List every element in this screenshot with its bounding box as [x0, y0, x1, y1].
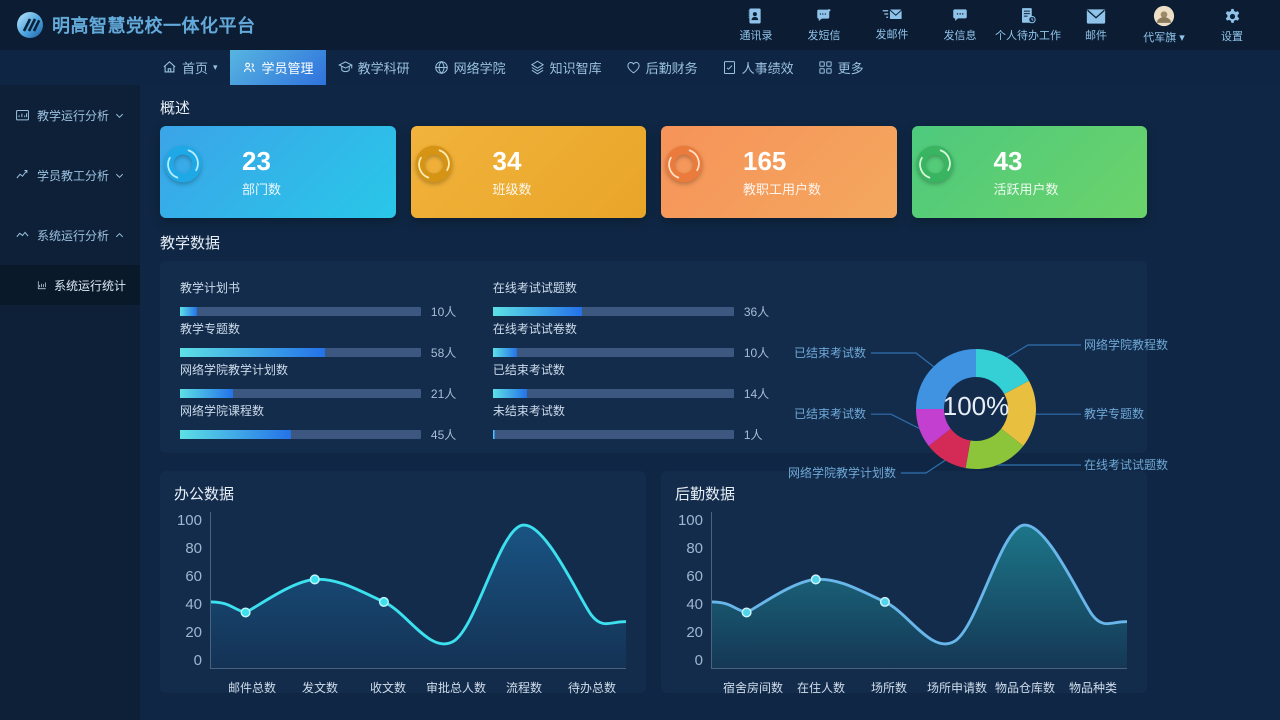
svg-text:在线考试试题数: 在线考试试题数: [1084, 457, 1168, 472]
svg-text:已结束考试数: 已结束考试数: [794, 406, 866, 421]
svg-text:教学专题数: 教学专题数: [1084, 406, 1144, 421]
svg-text:网络学院教学计划数: 网络学院教学计划数: [788, 465, 896, 480]
svg-text:100%: 100%: [943, 391, 1010, 421]
svg-text:网络学院教程数: 网络学院教程数: [1084, 337, 1168, 352]
svg-text:已结束考试数: 已结束考试数: [794, 345, 866, 360]
